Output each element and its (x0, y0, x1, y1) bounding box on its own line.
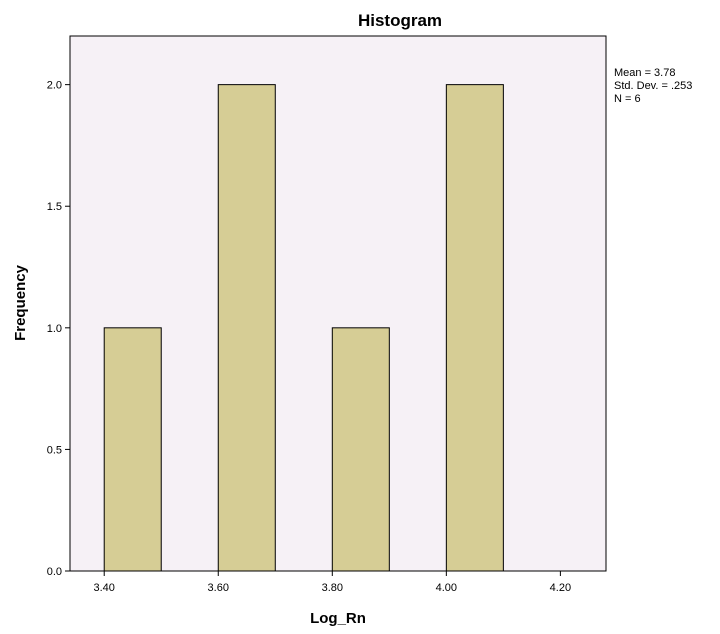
y-axis: 0.0 0.5 1.0 1.5 2.0 (47, 80, 70, 578)
plot-frame (69, 35, 607, 572)
y-tick-label: 0.5 (47, 444, 62, 456)
stat-std-dev: Std. Dev. = .253 (614, 80, 692, 92)
histogram-bar-3 (331, 327, 390, 572)
x-axis: 3.40 3.60 3.80 4.00 4.20 (94, 571, 571, 594)
x-tick-label: 4.20 (550, 582, 571, 594)
y-tick-label: 2.0 (47, 80, 62, 92)
stat-n: N = 6 (614, 93, 641, 105)
histogram-bars (103, 84, 504, 572)
chart-title: Histogram (358, 11, 442, 30)
stat-mean: Mean = 3.78 (614, 67, 675, 79)
y-tick-label: 1.5 (47, 201, 62, 213)
histogram-bar-1 (103, 327, 162, 572)
histogram-bar-4 (445, 84, 504, 572)
summary-statistics: Mean = 3.78 Std. Dev. = .253 N = 6 (614, 67, 692, 105)
x-tick-label: 3.40 (94, 582, 115, 594)
x-tick-label: 3.80 (322, 582, 343, 594)
x-tick-label: 3.60 (208, 582, 229, 594)
y-axis-title: Frequency (12, 264, 29, 341)
y-tick-label: 0.0 (47, 566, 62, 578)
histogram-bar-2 (217, 84, 276, 572)
x-axis-title: Log_Rn (310, 610, 366, 627)
x-tick-label: 4.00 (436, 582, 457, 594)
y-tick-label: 1.0 (47, 323, 62, 335)
